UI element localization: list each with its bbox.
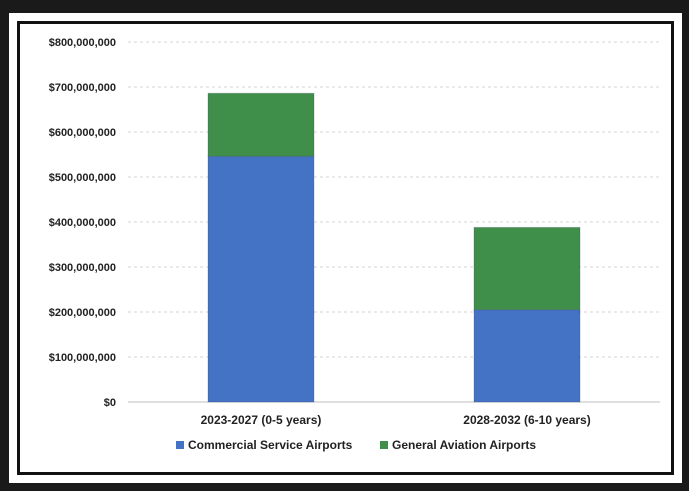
legend-swatch — [380, 441, 388, 449]
y-tick-label: $500,000,000 — [49, 172, 116, 184]
y-tick-label: $600,000,000 — [49, 127, 116, 139]
legend-label: General Aviation Airports — [392, 438, 536, 452]
y-tick-label: $0 — [104, 397, 116, 409]
bar-segment-general-aviation — [207, 92, 315, 157]
y-tick-label: $200,000,000 — [49, 307, 116, 319]
bar-segment-commercial — [207, 155, 315, 403]
x-category-label: 2028-2032 (6-10 years) — [463, 413, 590, 427]
legend-label: Commercial Service Airports — [188, 438, 353, 452]
bar-segment-commercial — [473, 309, 581, 403]
y-tick-label: $700,000,000 — [49, 82, 116, 94]
y-tick-label: $300,000,000 — [49, 262, 116, 274]
y-tick-label: $800,000,000 — [49, 37, 116, 49]
bar-segment-general-aviation — [473, 226, 581, 311]
legend-swatch — [176, 441, 184, 449]
x-category-label: 2023-2027 (0-5 years) — [201, 413, 322, 427]
y-tick-label: $400,000,000 — [49, 217, 116, 229]
y-tick-label: $100,000,000 — [49, 352, 116, 364]
